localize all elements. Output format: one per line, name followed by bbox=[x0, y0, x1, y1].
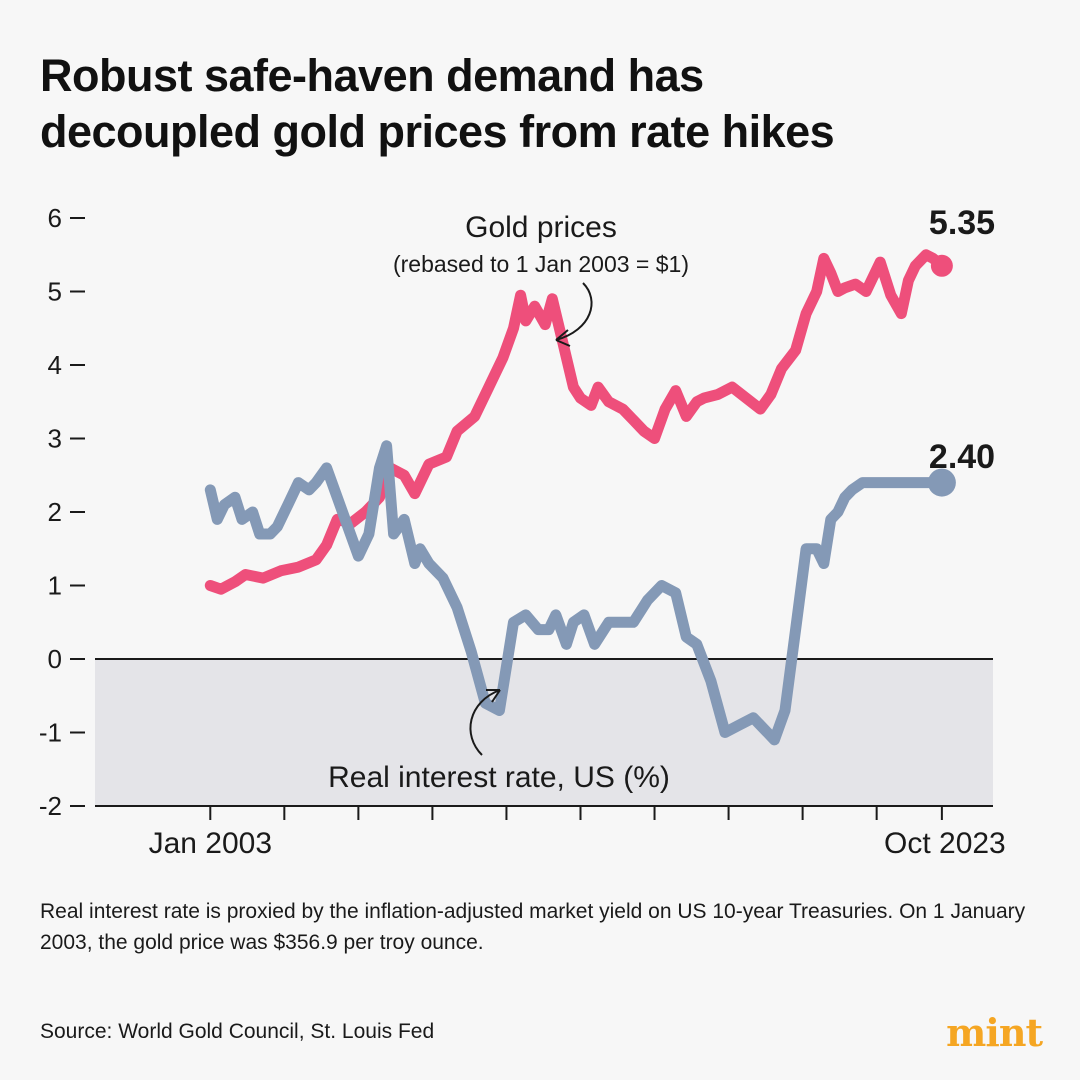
source-line: Source: World Gold Council, St. Louis Fe… bbox=[40, 1020, 435, 1043]
y-tick-label: -2 bbox=[39, 791, 62, 821]
gold-annotation-label: Gold prices bbox=[465, 211, 617, 244]
rate-annotation-arrowhead bbox=[486, 689, 501, 703]
rate-end-label: 2.40 bbox=[929, 438, 995, 476]
chart-footnote: Real interest rate is proxied by the inf… bbox=[40, 900, 1026, 954]
rate-end-marker bbox=[927, 468, 956, 497]
real-rate-line bbox=[204, 440, 948, 746]
y-tick-label: 4 bbox=[48, 350, 62, 380]
chart-title-line-2: decoupled gold prices from rate hikes bbox=[40, 106, 835, 157]
rate-annotation-label: Real interest rate, US (%) bbox=[328, 761, 670, 794]
x-tick-label-start: Jan 2003 bbox=[149, 827, 272, 860]
gold-annotation-arrowhead bbox=[555, 329, 571, 347]
gold-price-line bbox=[204, 249, 948, 595]
gold-end-marker bbox=[930, 254, 953, 277]
y-tick-label: 1 bbox=[48, 571, 62, 601]
gold-annotation-arrow bbox=[555, 282, 593, 341]
y-tick-label: 6 bbox=[48, 203, 62, 233]
y-tick-label: 5 bbox=[48, 277, 62, 307]
negative-region-shade bbox=[95, 659, 993, 806]
chart-title: Robust safe-haven demand has decoupled g… bbox=[40, 48, 1040, 160]
rate-annotation-arrow bbox=[469, 689, 501, 756]
y-tick-label: 2 bbox=[48, 497, 62, 527]
x-tick-label-end: Oct 2023 bbox=[884, 827, 1006, 860]
mint-logo: mint bbox=[946, 1010, 1043, 1055]
gold-annotation-sublabel: (rebased to 1 Jan 2003 = $1) bbox=[393, 251, 689, 277]
chart-title-line-1: Robust safe-haven demand has bbox=[40, 50, 704, 101]
plot-area: 6 5 4 3 2 1 0 -1 -2 Jan 2003 Oct 2023 5.35 2.40 Gold … bbox=[39, 203, 1006, 860]
gold-end-label: 5.35 bbox=[929, 204, 995, 242]
y-tick-label: -1 bbox=[39, 718, 62, 748]
y-tick-label: 0 bbox=[48, 644, 62, 674]
y-tick-label: 3 bbox=[48, 424, 62, 454]
